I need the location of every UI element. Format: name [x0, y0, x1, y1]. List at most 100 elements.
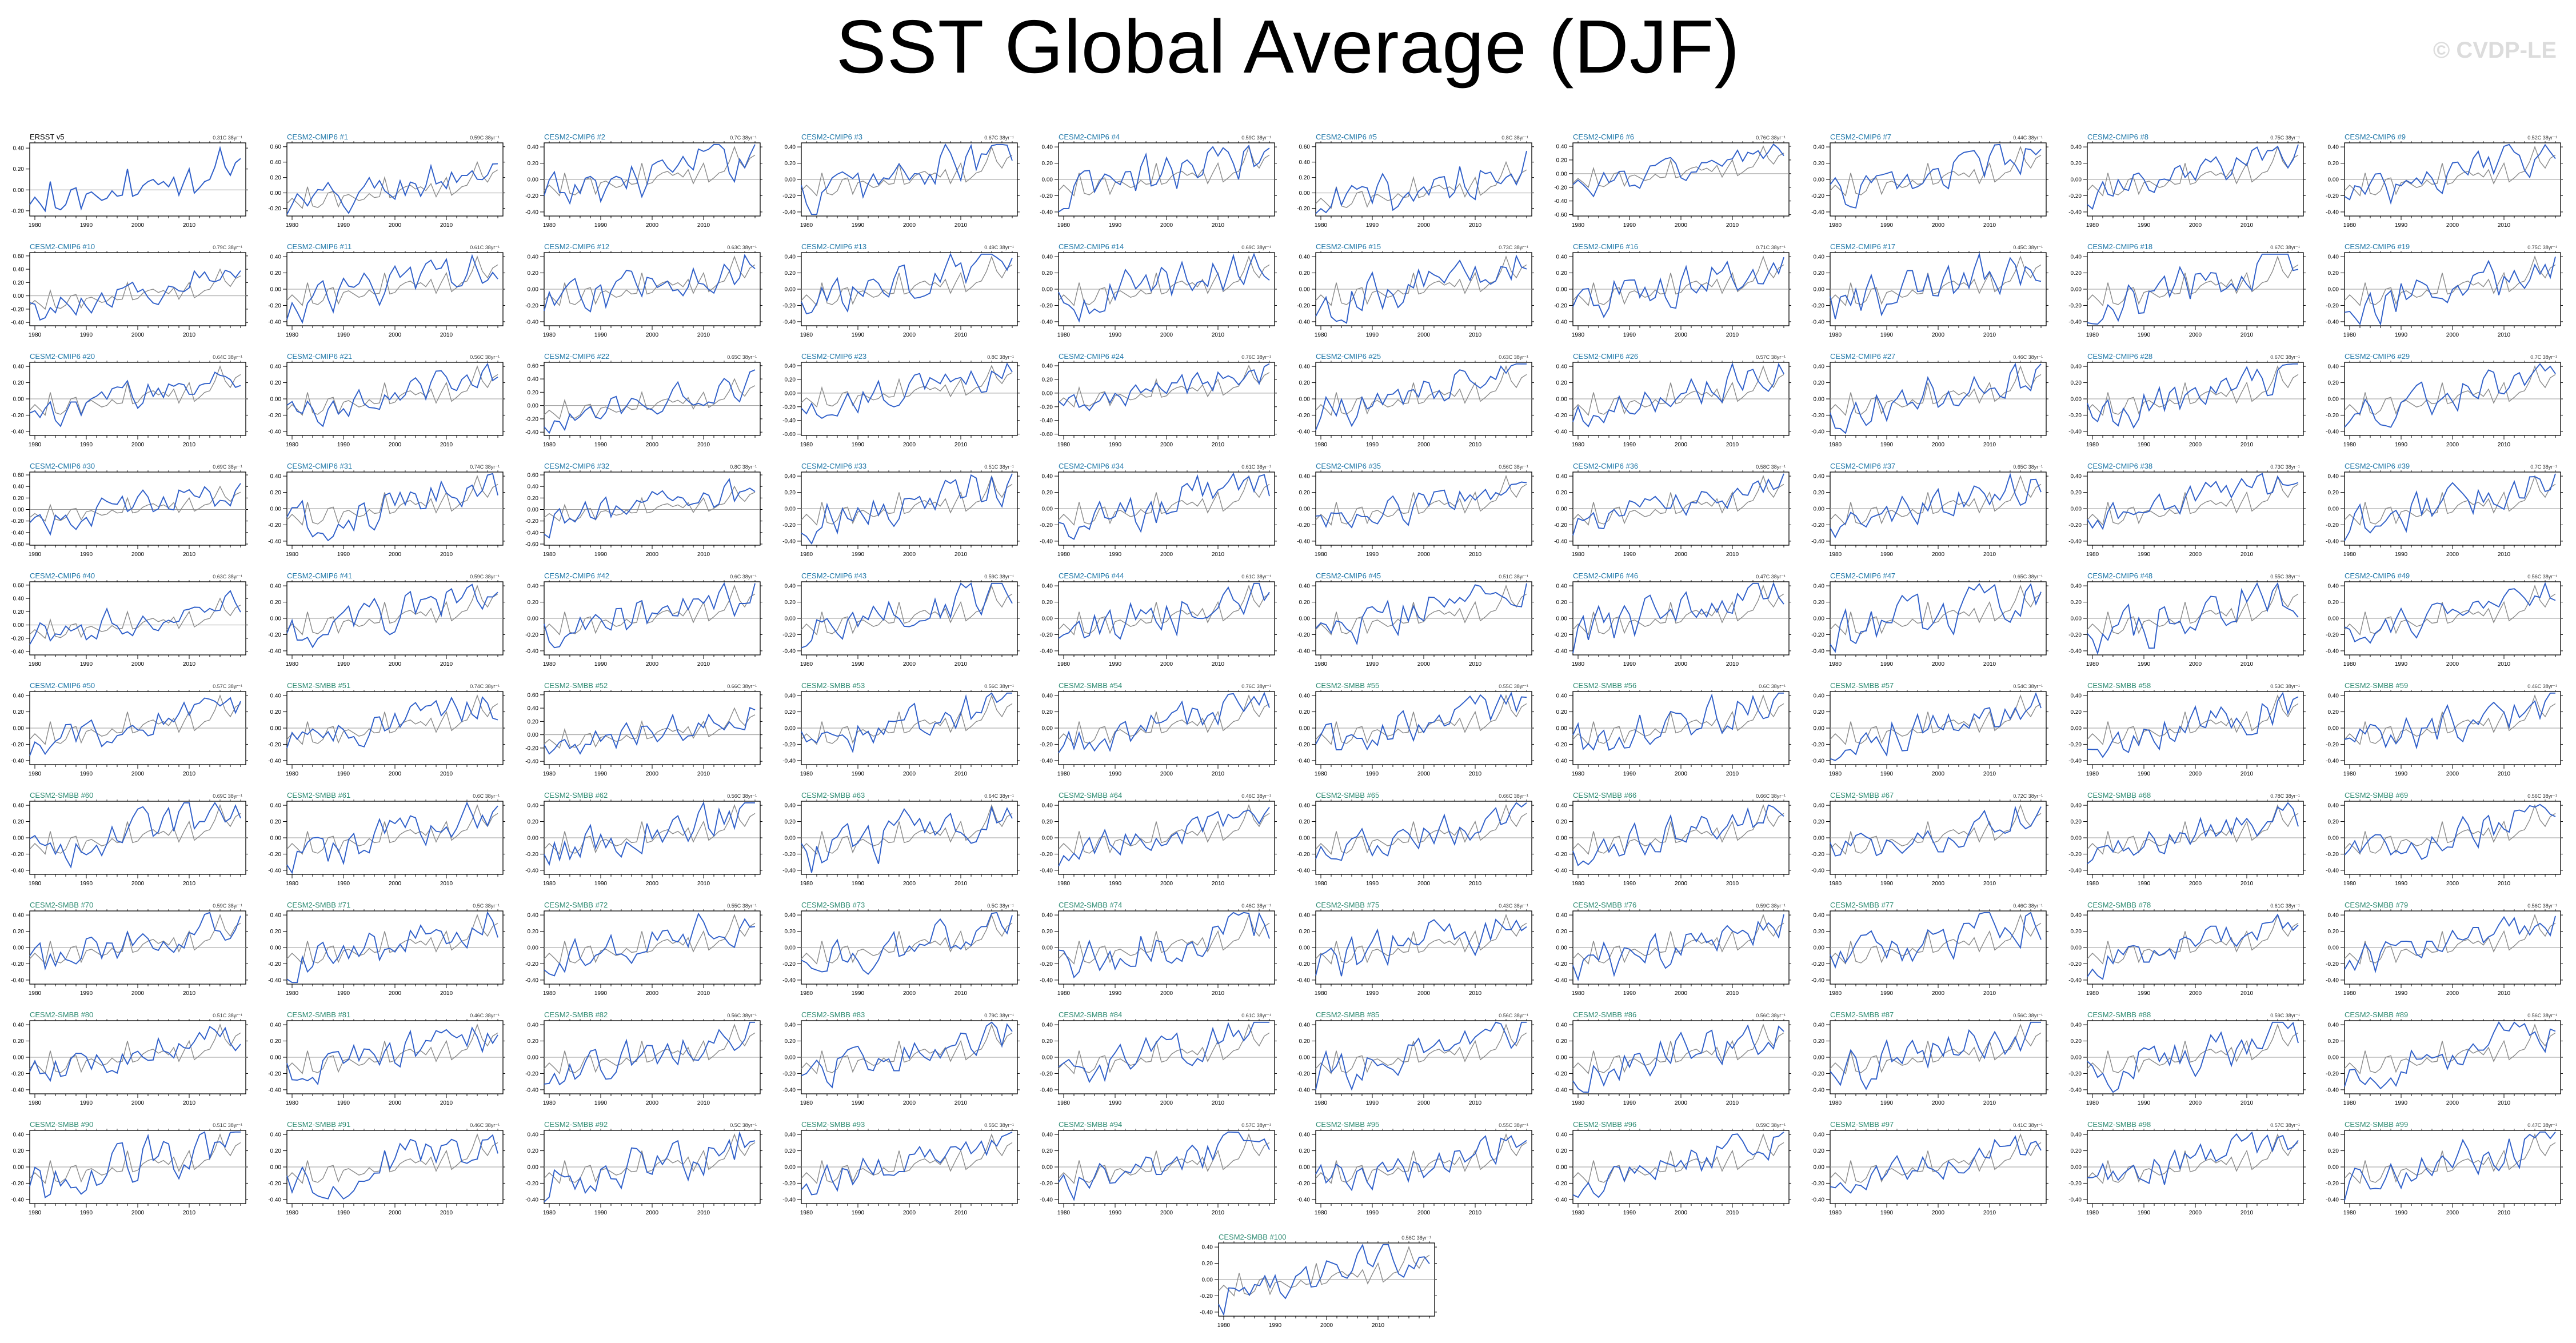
observed-series-line: [2087, 145, 2299, 197]
y-tick-label: 0.40: [1042, 145, 1053, 151]
y-tick-label: -0.40: [1554, 319, 1567, 325]
panel-label: CESM2-CMIP6 #1: [287, 133, 348, 141]
member-series-line: [2344, 143, 2556, 205]
chart-panel: CESM2-CMIP6 #43 0.59C 38yr⁻¹ 0.40 0.20 0.00 -…: [782, 571, 1020, 667]
panel-label: CESM2-CMIP6 #4: [1059, 133, 1120, 141]
x-tick-label: 2010: [697, 661, 710, 667]
y-tick-label: 0.20: [13, 280, 25, 286]
y-tick-label: 0.20: [1042, 599, 1053, 606]
y-tick-label: 0.20: [1556, 380, 1568, 386]
x-tick-label: 1980: [800, 222, 813, 229]
observed-series-line: [1058, 694, 1270, 745]
chart-panel: CESM2-CMIP6 #37 0.65C 38yr⁻¹ 0.40 0.20 0.00 -…: [1811, 462, 2048, 558]
y-tick-label: 0.60: [528, 363, 539, 369]
chart-panel: CESM2-CMIP6 #24 0.76C 38yr⁻¹ 0.40 0.20 0.00 -…: [1040, 352, 1277, 448]
x-tick-label: 2000: [2189, 222, 2202, 229]
x-tick-label: 2000: [1932, 881, 1945, 887]
panel-trend-label: 0.54C 38yr⁻¹: [2013, 684, 2043, 689]
y-tick-label: 0.00: [2071, 726, 2082, 732]
x-tick-label: 2000: [646, 990, 659, 997]
y-tick-label: 0.40: [2328, 254, 2339, 261]
x-tick-label: 1990: [80, 222, 93, 229]
panel-trend-label: 0.56C 38yr⁻¹: [727, 793, 757, 799]
x-tick-label: 2010: [2240, 222, 2254, 229]
y-tick-label: 0.20: [1042, 377, 1053, 383]
observed-series-line: [544, 804, 756, 855]
x-tick-label: 2000: [646, 442, 659, 448]
y-tick-label: 0.40: [13, 267, 25, 273]
y-tick-label: -0.40: [268, 319, 281, 325]
panel-label: CESM2-SMBB #52: [544, 681, 608, 690]
y-tick-label: 0.00: [270, 287, 282, 293]
member-series-line: [1830, 473, 2042, 538]
x-tick-label: 2000: [2189, 881, 2202, 887]
y-tick-label: 0.20: [1556, 599, 1568, 606]
x-tick-label: 1990: [1366, 881, 1379, 887]
y-tick-label: 0.00: [1042, 177, 1053, 183]
member-series-line: [544, 369, 756, 434]
observed-series-line: [1830, 584, 2042, 635]
y-tick-label: 0.20: [1814, 490, 1825, 496]
chart-panel: CESM2-SMBB #70 0.59C 38yr⁻¹ 0.40 0.20 0.00 -0…: [11, 901, 248, 997]
x-tick-label: 2000: [1675, 442, 1688, 448]
y-tick-label: -0.20: [11, 306, 24, 313]
y-tick-label: -0.20: [1811, 193, 1824, 199]
chart-panel: CESM2-SMBB #58 0.53C 38yr⁻¹ 0.40 0.20 0.00 -0…: [2068, 681, 2306, 777]
observed-series-line: [544, 485, 756, 522]
panel-label: CESM2-SMBB #62: [544, 791, 608, 800]
x-tick-label: 1990: [1109, 222, 1122, 229]
x-tick-label: 1990: [1880, 442, 1894, 448]
panel-trend-label: 0.69C 38yr⁻¹: [213, 464, 242, 470]
y-tick-label: -0.20: [1297, 522, 1310, 529]
y-tick-label: 0.00: [1042, 506, 1053, 513]
x-tick-label: 2010: [954, 222, 968, 229]
y-tick-label: 0.20: [1299, 709, 1311, 716]
panel-label: CESM2-CMIP6 #27: [1830, 352, 1895, 361]
y-tick-label: 0.20: [2328, 161, 2339, 167]
y-tick-label: 0.40: [2328, 803, 2339, 809]
panel-frame: [29, 471, 246, 546]
panel-trend-label: 0.56C 38yr⁻¹: [470, 354, 500, 360]
y-tick-label: -0.60: [782, 431, 796, 438]
x-tick-label: 1980: [1057, 771, 1071, 777]
y-tick-label: -0.40: [1297, 429, 1310, 435]
y-tick-label: -0.20: [268, 413, 281, 419]
y-tick-label: -0.20: [11, 742, 24, 748]
y-tick-label: -0.20: [1811, 852, 1824, 858]
member-series-line: [2087, 692, 2299, 758]
panel-trend-label: 0.74C 38yr⁻¹: [470, 464, 500, 470]
x-tick-label: 1990: [852, 222, 865, 229]
y-tick-label: 0.20: [1042, 270, 1053, 277]
x-tick-label: 2000: [903, 661, 916, 667]
y-tick-label: -0.40: [1297, 319, 1310, 325]
panel-trend-label: 0.8C 38yr⁻¹: [1501, 135, 1528, 141]
y-tick-label: -0.40: [268, 429, 281, 435]
x-tick-label: 2000: [2189, 332, 2202, 338]
y-tick-label: -0.20: [1297, 206, 1310, 212]
x-tick-label: 2000: [2446, 332, 2459, 338]
chart-panel: ERSST v5 0.31C 38yr⁻¹ 0.40 0.20 0.00 -0.20 198…: [11, 133, 248, 229]
chart-panel: CESM2-CMIP6 #22 0.65C 38yr⁻¹ 0.60 0.40 0.20 0…: [525, 352, 762, 448]
y-tick-label: 0.40: [785, 254, 796, 261]
panel-frame: [801, 362, 1018, 436]
panel-frame: [29, 252, 246, 326]
x-tick-label: 2010: [2498, 771, 2511, 777]
y-tick-label: -0.40: [1554, 868, 1567, 874]
y-tick-label: -0.20: [1040, 303, 1053, 309]
chart-panel: CESM2-CMIP6 #33 0.51C 38yr⁻¹ 0.40 0.20 0.00 -…: [782, 462, 1020, 558]
y-tick-label: 0.20: [2071, 709, 2082, 716]
y-tick-label: -0.20: [1554, 852, 1567, 858]
y-tick-label: -0.40: [11, 868, 24, 874]
chart-panel: CESM2-CMIP6 #29 0.7C 38yr⁻¹ 0.40 0.20 0.00 -0…: [2326, 352, 2563, 448]
x-tick-label: 1990: [2138, 442, 2151, 448]
y-tick-label: 0.40: [1042, 474, 1053, 480]
y-tick-label: -0.40: [2068, 429, 2082, 435]
panel-label: CESM2-CMIP6 #2: [544, 133, 605, 141]
panel-label: CESM2-CMIP6 #22: [544, 352, 609, 361]
y-tick-label: -0.40: [2326, 758, 2339, 764]
member-series-line: [1315, 802, 1527, 861]
member-series-line: [29, 371, 241, 427]
y-tick-label: 0.20: [1299, 380, 1311, 386]
x-tick-label: 1990: [1366, 222, 1379, 229]
